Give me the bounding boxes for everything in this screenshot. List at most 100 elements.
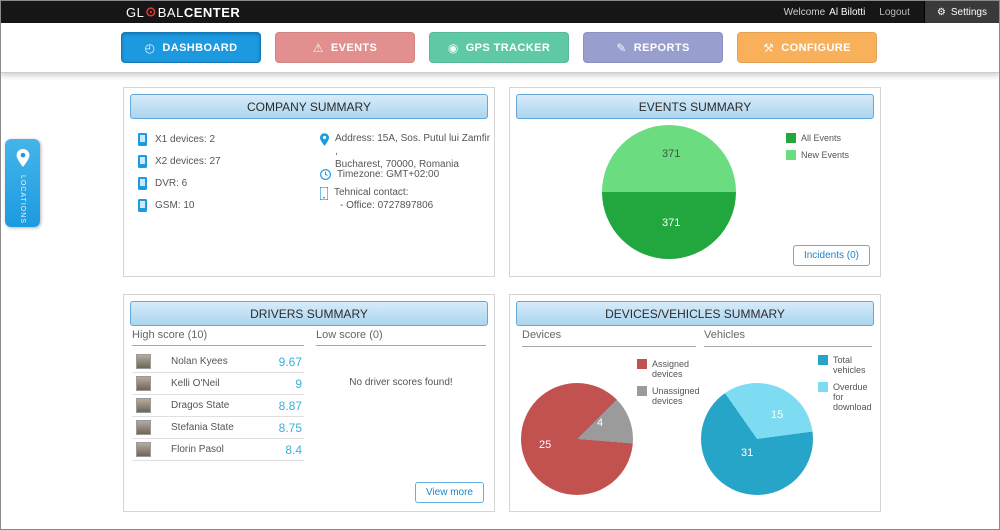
driver-row[interactable]: Kelli O'Neil 9: [132, 373, 304, 395]
device-icon: [138, 132, 147, 146]
contact-block: Tehnical contact: - Office: 0727897806: [320, 186, 433, 212]
unassigned-swatch: [637, 386, 647, 396]
devices-vehicles-summary-panel: DEVICES/VEHICLES SUMMARY Devices Vehicle…: [509, 294, 881, 512]
driver-name: Florin Pasol: [171, 444, 224, 455]
pie-value-overdue: 15: [771, 409, 784, 421]
total-vehicles-label: Total vehicles: [833, 355, 866, 375]
all-events-label: All Events: [801, 133, 842, 143]
tab-events-label: EVENTS: [330, 41, 378, 54]
events-summary-title: EVENTS SUMMARY: [516, 94, 874, 119]
address-pin-icon: [320, 133, 329, 146]
location-pin-icon: [16, 149, 29, 167]
assigned-swatch: [637, 359, 647, 369]
driver-name: Kelli O'Neil: [171, 378, 220, 389]
tab-configure-label: CONFIGURE: [781, 41, 851, 54]
driver-name: Stefania State: [171, 422, 234, 433]
device-count-label: GSM: 10: [155, 199, 195, 211]
locations-label: LOCATIONS: [19, 175, 26, 224]
pencil-icon: ✎: [616, 40, 627, 55]
legend-item-new-events: New Events: [786, 150, 849, 160]
tab-configure[interactable]: ⚒ CONFIGURE: [737, 32, 877, 63]
tab-events[interactable]: ⚠ EVENTS: [275, 32, 415, 63]
devices-section-heading: Devices: [522, 329, 696, 347]
no-low-scores-message: No driver scores found!: [349, 377, 453, 388]
driver-row[interactable]: Stefania State 8.75: [132, 417, 304, 439]
all-events-swatch: [786, 133, 796, 143]
driver-avatar: [136, 376, 151, 391]
contact-label: Tehnical contact:: [334, 187, 409, 198]
driver-avatar: [136, 398, 151, 413]
settings-label: Settings: [950, 6, 987, 18]
logo-text-gl: GL: [126, 4, 145, 20]
driver-score: 8.87: [278, 398, 302, 413]
tab-dashboard[interactable]: ◴ DASHBOARD: [121, 32, 261, 63]
device-count-label: DVR: 6: [155, 177, 188, 189]
events-summary-panel: EVENTS SUMMARY 371 371 All Events New Ev…: [509, 87, 881, 277]
device-count-row: X2 devices: 27: [138, 154, 221, 168]
assigned-label: Assigned devices: [652, 359, 690, 379]
welcome-label: Welcome: [783, 6, 826, 18]
pie-value-assigned: 25: [539, 439, 552, 451]
driver-row[interactable]: Nolan Kyees 9.67: [132, 351, 304, 373]
main-content: LOCATIONS COMPANY SUMMARY X1 devices: 2 …: [1, 73, 999, 529]
logo: GL ⊙ BAL CENTER: [126, 4, 240, 20]
device-count-label: X2 devices: 27: [155, 155, 221, 167]
device-count-row: GSM: 10: [138, 198, 194, 212]
timezone-text: Timezone: GMT+02:00: [337, 169, 440, 180]
legend-item-total-vehicles: Total vehicles: [818, 355, 880, 375]
contact-text: Tehnical contact: - Office: 0727897806: [334, 186, 433, 212]
logo-text-center: CENTER: [183, 4, 241, 20]
legend-item-all-events: All Events: [786, 133, 849, 143]
driver-name: Nolan Kyees: [171, 356, 228, 367]
overdue-swatch: [818, 382, 828, 392]
pie-value-new-events: 371: [662, 148, 681, 160]
new-events-label: New Events: [801, 150, 850, 160]
driver-score: 9: [295, 376, 302, 391]
device-icon: [138, 154, 147, 168]
locations-side-tab[interactable]: LOCATIONS: [5, 139, 40, 227]
driver-row[interactable]: Dragos State 8.87: [132, 395, 304, 417]
map-pin-icon: ◉: [447, 40, 459, 55]
device-icon: [138, 176, 147, 190]
logout-link[interactable]: Logout: [879, 6, 910, 18]
main-nav: ◴ DASHBOARD ⚠ EVENTS ◉ GPS TRACKER ✎ REP…: [1, 23, 999, 73]
pie-value-all-events: 371: [662, 217, 681, 229]
dashboard-icon: ◴: [144, 40, 156, 55]
vehicles-legend: Total vehicles Overdue for download: [818, 355, 880, 419]
tab-gps-tracker[interactable]: ◉ GPS TRACKER: [429, 32, 569, 63]
driver-name: Dragos State: [171, 400, 230, 411]
logo-text-bal: BAL: [157, 4, 184, 20]
gear-icon: ⚙: [936, 6, 946, 18]
legend-item-unassigned: Unassigned devices: [637, 386, 714, 406]
incidents-button[interactable]: Incidents (0): [792, 245, 870, 266]
high-score-heading: High score (10): [132, 329, 304, 346]
tab-reports[interactable]: ✎ REPORTS: [583, 32, 723, 63]
device-count-label: X1 devices: 2: [155, 133, 216, 145]
driver-score: 8.75: [278, 420, 302, 435]
wrench-icon: ⚒: [763, 40, 775, 55]
tab-gps-tracker-label: GPS TRACKER: [465, 41, 551, 54]
pie-value-total: 31: [741, 447, 754, 459]
driver-score: 8.4: [285, 442, 302, 457]
driver-row[interactable]: Florin Pasol 8.4: [132, 439, 304, 461]
settings-button[interactable]: ⚙ Settings: [923, 1, 999, 23]
driver-score: 9.67: [278, 354, 302, 369]
nav-tabs: ◴ DASHBOARD ⚠ EVENTS ◉ GPS TRACKER ✎ REP…: [121, 32, 877, 63]
unassigned-label: Unassigned devices: [652, 386, 700, 406]
driver-avatar: [136, 420, 151, 435]
new-events-swatch: [786, 150, 796, 160]
device-count-row: DVR: 6: [138, 176, 187, 190]
timezone-block: Timezone: GMT+02:00: [320, 168, 439, 181]
devices-vehicles-title: DEVICES/VEHICLES SUMMARY: [516, 301, 874, 326]
legend-item-overdue: Overdue for download: [818, 382, 880, 412]
driver-avatar: [136, 354, 151, 369]
drivers-summary-panel: DRIVERS SUMMARY High score (10) Low scor…: [123, 294, 495, 512]
vehicles-section-heading: Vehicles: [704, 329, 872, 347]
view-more-button[interactable]: View more: [414, 482, 484, 503]
total-vehicles-swatch: [818, 355, 828, 365]
company-summary-title: COMPANY SUMMARY: [130, 94, 488, 119]
events-legend: All Events New Events: [786, 133, 849, 167]
address-block: Address: 15A, Sos. Putul lui Zamfir , Bu…: [320, 132, 494, 171]
top-bar: GL ⊙ BAL CENTER Welcome Al Bilotti Logout ⚙…: [1, 1, 999, 23]
address-line1: Address: 15A, Sos. Putul lui Zamfir ,: [335, 133, 491, 157]
